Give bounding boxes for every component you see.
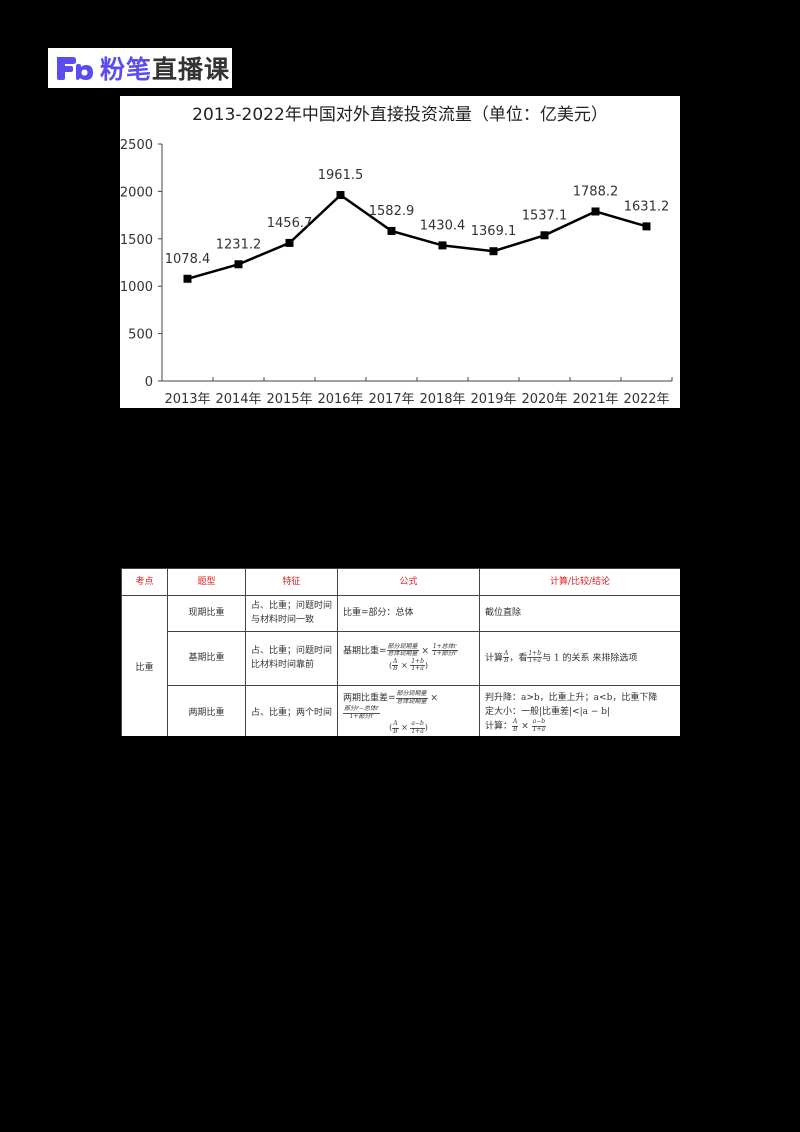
type-cell: 现期比重 bbox=[167, 595, 246, 632]
feature-cell: 占、比重；问题时间与材料时间一致 bbox=[245, 595, 338, 632]
x-tick-label: 2014年 bbox=[215, 392, 261, 407]
chart-canvas: 2013-2022年中国对外直接投资流量（单位：亿美元） 0 500 1000 150… bbox=[120, 105, 673, 407]
table-row: 比重 现期比重 占、比重；问题时间与材料时间一致 比重=部分：总体 截位直除 bbox=[121, 595, 680, 736]
conclusion-cell: 计算 A B ，看 1+b 1+a 与 1 的关系 来排除选项 bbox=[479, 630, 680, 686]
data-label: 1961.5 bbox=[318, 168, 364, 183]
data-label: 1456.7 bbox=[267, 216, 313, 231]
x-tick-label: 2013年 bbox=[164, 392, 210, 407]
type-cell: 两期比重 bbox=[167, 684, 246, 736]
data-point-marker bbox=[489, 247, 498, 256]
formula-cell: 基期比重= 部分现期量 总体现期量 × 1+总体r 1+部分r (A B × 1+b 1+… bbox=[337, 630, 480, 686]
data-point-marker bbox=[387, 226, 396, 235]
data-label: 1537.1 bbox=[522, 208, 568, 223]
data-series: 1078.4 1231.2 1456.7 1961.5 1582.9 1430.4 1369… bbox=[165, 168, 670, 283]
formula-cell: 比重=部分：总体 bbox=[337, 595, 480, 632]
data-label: 1582.9 bbox=[369, 204, 415, 219]
knowledge-table: 考点 题型 特征 公式 计算/比较/结论 比重 现期比重 占、比重；问题时间与材… bbox=[121, 568, 680, 736]
data-label: 1631.2 bbox=[624, 199, 670, 214]
table-row: 两期比重 占、比重；两个时间 两期比重差= 部分现期量 总体现期量 × 部分r−总体… bbox=[122, 684, 680, 736]
line-chart: 2013-2022年中国对外直接投资流量（单位：亿美元） 0 500 1000 150… bbox=[120, 96, 680, 408]
fraction: 1+总体r 1+部分r bbox=[431, 642, 458, 658]
table-header-row: 考点 题型 特征 公式 计算/比较/结论 bbox=[121, 568, 680, 596]
data-point-marker bbox=[591, 207, 600, 216]
data-label: 1369.1 bbox=[471, 224, 517, 239]
logo-brand: 粉笔 bbox=[100, 55, 153, 84]
logo-subtitle: 直播课 bbox=[152, 55, 231, 84]
x-tick-label: 2017年 bbox=[368, 392, 414, 407]
x-tick-label: 2021年 bbox=[572, 392, 618, 407]
y-tick-label: 1000 bbox=[120, 280, 153, 295]
formula-cell: 两期比重差= 部分现期量 总体现期量 × 部分r−总体r 1+部分r (A B × a−… bbox=[337, 684, 480, 736]
x-tick-label: 2016年 bbox=[317, 392, 363, 407]
data-point-marker bbox=[336, 191, 345, 200]
fenbi-logo: 粉笔直播课 bbox=[48, 48, 232, 88]
data-point-marker bbox=[183, 274, 192, 283]
header-tixing: 题型 bbox=[167, 568, 246, 596]
x-axis: 2013年 2014年 2015年 2016年 2017年 2018年 2019年 2020年… bbox=[161, 377, 673, 407]
data-point-marker bbox=[285, 238, 294, 247]
x-tick-label: 2015年 bbox=[266, 392, 312, 407]
y-tick-label: 500 bbox=[128, 328, 153, 343]
header-gongshi: 公式 bbox=[337, 568, 480, 596]
data-label: 1788.2 bbox=[573, 184, 619, 199]
data-label: 1078.4 bbox=[165, 252, 211, 267]
y-axis: 0 500 1000 1500 2000 2500 bbox=[120, 138, 163, 390]
knowledge-table-image: 考点 题型 特征 公式 计算/比较/结论 比重 现期比重 占、比重；问题时间与材… bbox=[121, 568, 680, 736]
conclusion-cell: 截位直除 bbox=[479, 595, 680, 632]
logo-text: 粉笔直播课 bbox=[100, 50, 230, 86]
header-kaodian: 考点 bbox=[121, 568, 168, 596]
conclusion-cell: 判升降：a>b，比重上升；a<b，比重下降 定大小：一般|比重差|<|a − b… bbox=[479, 684, 680, 736]
x-tick-label: 2018年 bbox=[419, 392, 465, 407]
y-tick-label: 0 bbox=[145, 375, 153, 390]
data-point-marker bbox=[438, 241, 447, 250]
feature-cell: 占、比重；两个时间 bbox=[245, 684, 338, 736]
chart-title: 2013-2022年中国对外直接投资流量（单位：亿美元） bbox=[192, 105, 608, 125]
data-point-marker bbox=[642, 222, 651, 231]
fraction: 部分现期量 总体现期量 bbox=[386, 642, 419, 658]
data-point-marker bbox=[234, 260, 243, 269]
data-label: 1231.2 bbox=[216, 237, 262, 252]
data-label: 1430.4 bbox=[420, 218, 466, 233]
x-tick-label: 2022年 bbox=[623, 392, 669, 407]
table-row: 基期比重 占、比重；问题时间比材料时间靠前 基期比重= 部分现期量 总体现期量 × … bbox=[122, 630, 680, 686]
header-tezheng: 特征 bbox=[245, 568, 338, 596]
fenbi-fb-logo-icon bbox=[57, 57, 93, 80]
y-tick-label: 2500 bbox=[120, 138, 153, 153]
category-cell: 比重 bbox=[121, 595, 168, 736]
y-tick-label: 1500 bbox=[120, 233, 153, 248]
data-point-marker bbox=[540, 231, 549, 240]
header-jisuan: 计算/比较/结论 bbox=[479, 568, 680, 596]
type-cell: 基期比重 bbox=[167, 630, 246, 686]
x-tick-label: 2019年 bbox=[470, 392, 516, 407]
feature-cell: 占、比重；问题时间比材料时间靠前 bbox=[245, 630, 338, 686]
y-tick-label: 2000 bbox=[120, 185, 153, 200]
x-tick-label: 2020年 bbox=[521, 392, 567, 407]
